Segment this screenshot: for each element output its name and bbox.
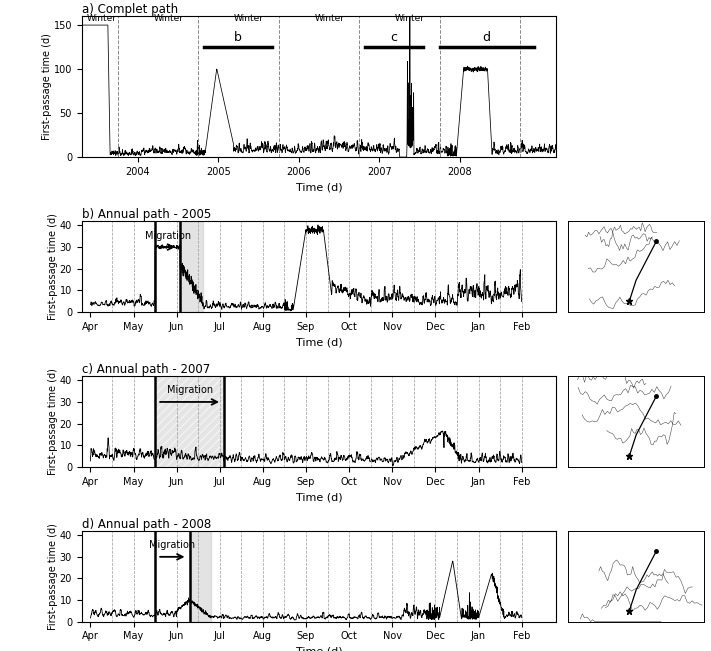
Text: b) Annual path - 2005: b) Annual path - 2005 bbox=[82, 208, 211, 221]
Y-axis label: First-passage time (d): First-passage time (d) bbox=[42, 33, 52, 140]
Bar bbox=[190, 531, 211, 622]
Text: Winter: Winter bbox=[87, 14, 117, 23]
X-axis label: Time (d): Time (d) bbox=[296, 647, 342, 651]
Bar bbox=[180, 221, 203, 312]
Text: c) Annual path - 2007: c) Annual path - 2007 bbox=[82, 363, 210, 376]
Text: Migration: Migration bbox=[166, 385, 213, 395]
Text: Winter: Winter bbox=[395, 14, 424, 23]
Text: c: c bbox=[390, 31, 397, 44]
Y-axis label: First-passage time (d): First-passage time (d) bbox=[48, 213, 58, 320]
Text: Winter: Winter bbox=[314, 14, 344, 23]
Text: Winter: Winter bbox=[234, 14, 264, 23]
Text: a) Complet path: a) Complet path bbox=[82, 3, 178, 16]
X-axis label: Time (d): Time (d) bbox=[296, 492, 342, 502]
Bar bbox=[155, 376, 224, 467]
X-axis label: Time (d): Time (d) bbox=[296, 182, 342, 192]
Y-axis label: First-passage time (d): First-passage time (d) bbox=[48, 523, 58, 630]
Text: Winter: Winter bbox=[154, 14, 183, 23]
Text: d) Annual path - 2008: d) Annual path - 2008 bbox=[82, 518, 211, 531]
Text: Migration: Migration bbox=[144, 230, 191, 241]
Y-axis label: First-passage time (d): First-passage time (d) bbox=[48, 368, 58, 475]
X-axis label: Time (d): Time (d) bbox=[296, 337, 342, 347]
Text: b: b bbox=[234, 31, 242, 44]
Text: Migration: Migration bbox=[149, 540, 196, 550]
Text: d: d bbox=[483, 31, 491, 44]
